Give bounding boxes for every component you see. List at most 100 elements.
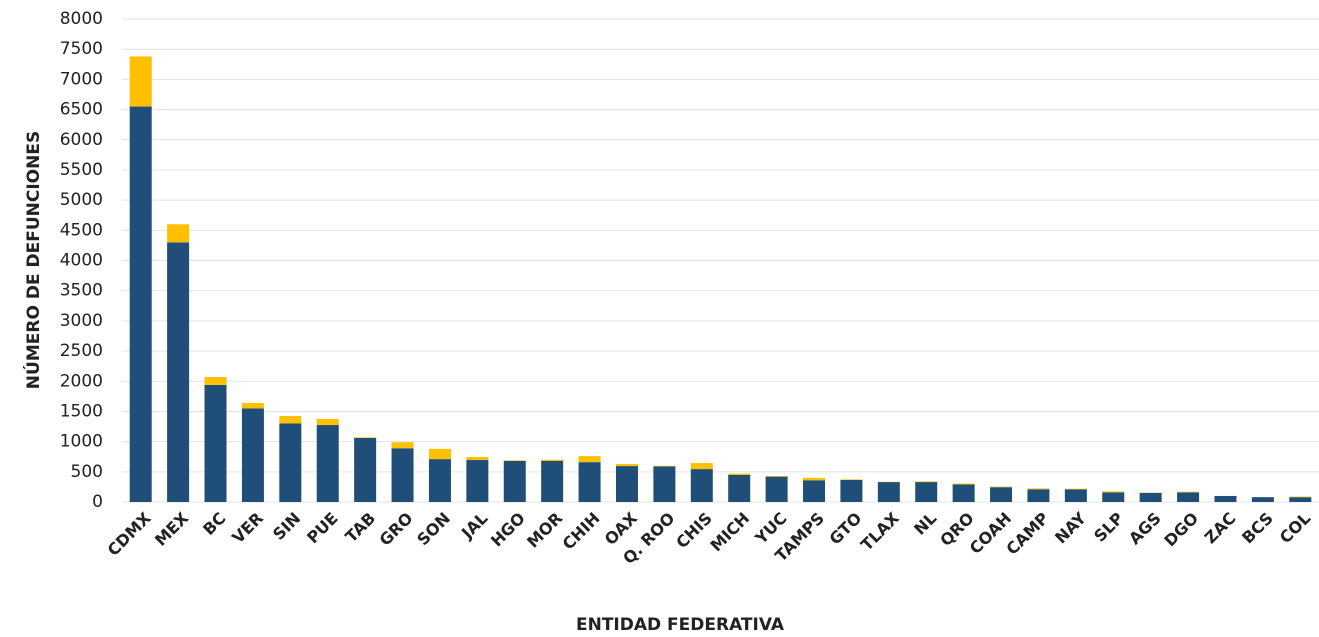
y-tick-label: 7000 [60,69,103,89]
y-tick-label: 1000 [60,432,103,452]
bar-segment [167,224,190,243]
bar-segment [1102,491,1125,493]
bar-segment [391,448,414,502]
bar-segment [466,460,489,502]
bar-segment [877,482,900,502]
bar-segment [354,438,377,502]
bar-segment [129,56,152,107]
bar-segment [653,466,676,502]
bar-segment [615,463,638,467]
bar-segment [728,474,751,502]
x-tick-label: SON [413,509,454,550]
bar-segment [1177,491,1200,493]
x-tick-label: DGO [1160,509,1202,551]
bar-segment [840,479,863,502]
bar-segment [803,477,826,481]
x-axis-label: ENTIDAD FEDERATIVA [576,615,785,635]
bar-segment [1064,488,1087,490]
x-tick-label: CHIH [559,509,604,554]
x-tick-label: AGS [1125,509,1165,549]
bar-segment [1289,497,1312,502]
x-tick-label: GRO [376,509,417,550]
y-tick-label: 4000 [60,251,103,271]
y-tick-label: 4500 [60,220,103,240]
bar-segment [952,484,975,502]
bar-segment [316,425,339,502]
bar-segment [728,473,751,475]
bar-segment [803,480,826,502]
y-tick-label: 8000 [60,9,103,29]
y-tick-label: 1500 [60,401,103,421]
bar-segment [1027,488,1050,490]
bar-segment [765,476,788,502]
x-tick-label: BC [199,509,229,539]
bar-segment [653,465,676,467]
x-tick-label: TAB [341,509,379,547]
y-tick-label: 5000 [60,190,103,210]
bar-segment [316,418,339,426]
bar-segment [204,377,227,385]
bar-segment [1289,496,1312,498]
y-tick-label: 6000 [60,130,103,150]
x-tick-label: SLP [1090,508,1127,545]
bar-segment [204,384,227,502]
bar-segment [428,459,451,502]
y-tick-label: 7500 [60,39,103,59]
y-tick-label: 0 [92,492,103,512]
x-tick-label: CAMP [1002,508,1052,558]
x-tick-label: MICH [707,509,754,556]
x-tick-label: MOR [523,509,566,552]
x-tick-label: NL [910,509,940,539]
bar-segment [279,423,302,502]
bar-segment [1102,492,1125,502]
y-tick-label: 3500 [60,281,103,301]
bar-segment [1177,492,1200,502]
bar-segment [578,462,601,502]
bar-segment [990,486,1013,488]
y-tick-label: 500 [71,462,103,482]
x-tick-label: MEX [151,508,193,550]
bar-segment [840,479,863,480]
bar-segment [279,415,302,424]
bar-segment [354,437,377,439]
x-tick-label: ZAC [1201,509,1240,548]
bar-segment [241,408,264,502]
y-tick-label: 5500 [60,160,103,180]
bar-segment [428,448,451,460]
x-tick-label: SIN [269,509,304,544]
x-tick-label: COL [1276,509,1315,548]
x-tick-label: VER [228,509,267,548]
x-tick-label: NAY [1051,508,1090,547]
bar-segment [952,483,975,485]
y-axis-label: NÚMERO DE DEFUNCIONES [22,131,44,389]
bar-segment [915,481,938,483]
bar-segment [503,460,526,461]
bar-segment [990,487,1013,502]
bar-segment [690,463,713,470]
y-tick-label: 2500 [60,341,103,361]
bar-segment [466,457,489,461]
bar-segment [1064,489,1087,502]
bar-segment [1214,495,1237,502]
x-tick-label: TLAX [857,508,903,554]
bar-segment [241,402,264,409]
bar-segment [541,459,564,461]
bar-segment [915,482,938,502]
y-tick-label: 3000 [60,311,103,331]
x-tick-label: HGO [487,509,529,551]
bar-segment [765,476,788,477]
bar-segment [578,456,601,463]
bar-segment [1251,497,1274,502]
x-tick-label: BCS [1238,509,1277,548]
x-tick-label: CDMX [104,508,156,560]
bar-segment [541,460,564,502]
bar-segment [690,469,713,502]
y-tick-label: 2000 [60,371,103,391]
x-tick-label: JAL [457,509,491,543]
bar-segment [503,460,526,502]
x-tick-label: PUE [303,509,342,548]
bar-segment [615,466,638,502]
bar-segment [129,106,152,502]
bar-segment [167,242,190,502]
